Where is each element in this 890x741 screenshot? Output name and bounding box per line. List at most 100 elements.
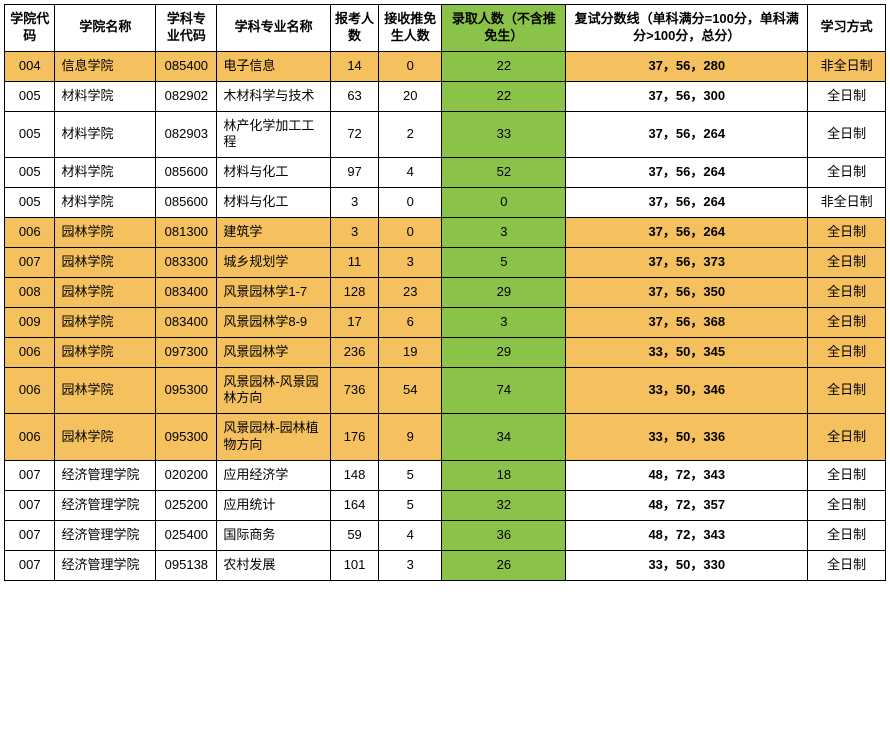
- cell-score_line: 37，56，264: [566, 218, 808, 248]
- table-row: 006园林学院097300风景园林学236192933，50，345全日制: [5, 337, 886, 367]
- cell-college_name: 园林学院: [55, 277, 156, 307]
- cell-mode: 全日制: [808, 111, 886, 158]
- cell-college_name: 经济管理学院: [55, 461, 156, 491]
- cell-major_code: 085400: [156, 51, 217, 81]
- cell-college_name: 材料学院: [55, 111, 156, 158]
- header-college-code: 学院代码: [5, 5, 55, 52]
- cell-college_code: 008: [5, 277, 55, 307]
- cell-mode: 全日制: [808, 550, 886, 580]
- cell-score_line: 33，50，345: [566, 337, 808, 367]
- cell-college_code: 005: [5, 111, 55, 158]
- cell-college_name: 材料学院: [55, 188, 156, 218]
- header-score-line: 复试分数线（单科满分=100分，单科满分>100分，总分）: [566, 5, 808, 52]
- cell-college_name: 经济管理学院: [55, 491, 156, 521]
- cell-exempt: 9: [379, 414, 442, 461]
- cell-score_line: 37，56，264: [566, 111, 808, 158]
- cell-score_line: 37，56，300: [566, 81, 808, 111]
- cell-mode: 非全日制: [808, 188, 886, 218]
- cell-applicants: 128: [330, 277, 378, 307]
- table-body: 004信息学院085400电子信息1402237，56，280非全日制005材料…: [5, 51, 886, 580]
- header-mode: 学习方式: [808, 5, 886, 52]
- cell-admitted: 29: [442, 277, 566, 307]
- cell-score_line: 37，56，350: [566, 277, 808, 307]
- cell-score_line: 37，56，264: [566, 158, 808, 188]
- cell-applicants: 63: [330, 81, 378, 111]
- cell-mode: 全日制: [808, 277, 886, 307]
- cell-admitted: 74: [442, 367, 566, 414]
- cell-exempt: 3: [379, 550, 442, 580]
- cell-applicants: 101: [330, 550, 378, 580]
- cell-admitted: 0: [442, 188, 566, 218]
- cell-applicants: 176: [330, 414, 378, 461]
- cell-major_code: 083400: [156, 307, 217, 337]
- cell-admitted: 18: [442, 461, 566, 491]
- cell-score_line: 33，50，330: [566, 550, 808, 580]
- cell-major_name: 应用经济学: [217, 461, 331, 491]
- header-college-name: 学院名称: [55, 5, 156, 52]
- header-applicants: 报考人数: [330, 5, 378, 52]
- cell-major_code: 082902: [156, 81, 217, 111]
- table-row: 005材料学院082902木材科学与技术63202237，56，300全日制: [5, 81, 886, 111]
- admissions-table: 学院代码 学院名称 学科专业代码 学科专业名称 报考人数 接收推免生人数 录取人…: [4, 4, 886, 581]
- cell-college_code: 005: [5, 188, 55, 218]
- cell-major_name: 建筑学: [217, 218, 331, 248]
- cell-admitted: 22: [442, 51, 566, 81]
- cell-college_code: 007: [5, 520, 55, 550]
- cell-major_name: 林产化学加工工程: [217, 111, 331, 158]
- cell-major_name: 农村发展: [217, 550, 331, 580]
- cell-exempt: 5: [379, 461, 442, 491]
- cell-major_code: 085600: [156, 188, 217, 218]
- cell-major_code: 095300: [156, 367, 217, 414]
- cell-college_code: 006: [5, 367, 55, 414]
- cell-score_line: 37，56，368: [566, 307, 808, 337]
- table-row: 006园林学院095300风景园林-园林植物方向17693433，50，336全…: [5, 414, 886, 461]
- cell-major_name: 风景园林学1-7: [217, 277, 331, 307]
- cell-score_line: 48，72，343: [566, 520, 808, 550]
- cell-exempt: 54: [379, 367, 442, 414]
- header-exempt: 接收推免生人数: [379, 5, 442, 52]
- cell-major_name: 木材科学与技术: [217, 81, 331, 111]
- cell-admitted: 29: [442, 337, 566, 367]
- cell-college_name: 园林学院: [55, 218, 156, 248]
- cell-applicants: 97: [330, 158, 378, 188]
- header-major-name: 学科专业名称: [217, 5, 331, 52]
- cell-mode: 全日制: [808, 520, 886, 550]
- cell-applicants: 236: [330, 337, 378, 367]
- cell-college_name: 经济管理学院: [55, 520, 156, 550]
- cell-major_name: 国际商务: [217, 520, 331, 550]
- cell-college_name: 园林学院: [55, 414, 156, 461]
- cell-college_code: 004: [5, 51, 55, 81]
- cell-mode: 全日制: [808, 337, 886, 367]
- table-row: 009园林学院083400风景园林学8-9176337，56，368全日制: [5, 307, 886, 337]
- cell-score_line: 33，50，346: [566, 367, 808, 414]
- cell-major_name: 应用统计: [217, 491, 331, 521]
- cell-applicants: 164: [330, 491, 378, 521]
- cell-major_code: 095138: [156, 550, 217, 580]
- cell-applicants: 3: [330, 188, 378, 218]
- cell-applicants: 736: [330, 367, 378, 414]
- table-row: 005材料学院085600材料与化工30037，56，264非全日制: [5, 188, 886, 218]
- table-row: 006园林学院095300风景园林-风景园林方向736547433，50，346…: [5, 367, 886, 414]
- cell-exempt: 23: [379, 277, 442, 307]
- cell-applicants: 14: [330, 51, 378, 81]
- cell-college_name: 信息学院: [55, 51, 156, 81]
- table-row: 007经济管理学院025200应用统计16453248，72，357全日制: [5, 491, 886, 521]
- table-row: 006园林学院081300建筑学30337，56，264全日制: [5, 218, 886, 248]
- cell-mode: 全日制: [808, 461, 886, 491]
- cell-college_name: 材料学院: [55, 81, 156, 111]
- table-row: 007经济管理学院095138农村发展10132633，50，330全日制: [5, 550, 886, 580]
- cell-admitted: 32: [442, 491, 566, 521]
- cell-admitted: 36: [442, 520, 566, 550]
- cell-exempt: 4: [379, 158, 442, 188]
- cell-admitted: 33: [442, 111, 566, 158]
- cell-applicants: 72: [330, 111, 378, 158]
- cell-score_line: 48，72，357: [566, 491, 808, 521]
- cell-college_name: 经济管理学院: [55, 550, 156, 580]
- cell-major_code: 095300: [156, 414, 217, 461]
- cell-major_code: 020200: [156, 461, 217, 491]
- cell-college_code: 005: [5, 158, 55, 188]
- cell-exempt: 0: [379, 51, 442, 81]
- cell-score_line: 37，56，264: [566, 188, 808, 218]
- cell-exempt: 2: [379, 111, 442, 158]
- cell-major_name: 材料与化工: [217, 158, 331, 188]
